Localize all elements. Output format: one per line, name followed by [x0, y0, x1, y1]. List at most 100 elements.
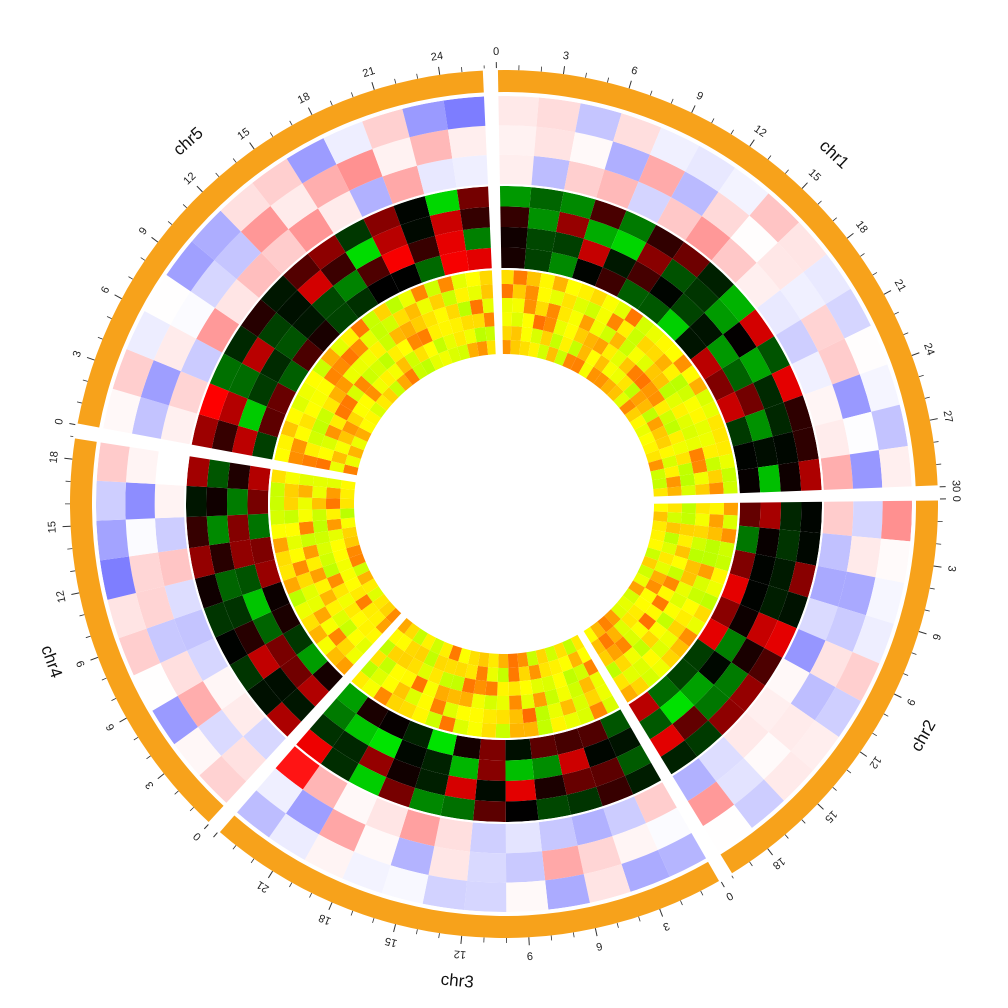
heatmap-cell [99, 556, 136, 600]
heatmap-cell [512, 284, 527, 300]
heatmap-cell [583, 738, 617, 768]
heatmap-cell [462, 227, 493, 251]
heatmap-cell [687, 548, 705, 564]
heatmap-cell [118, 628, 161, 676]
heatmap-cell [496, 709, 510, 724]
heatmap-cell [669, 591, 688, 610]
heatmap-cell [512, 298, 525, 313]
heatmap-cell [361, 367, 380, 385]
heatmap-cell [572, 296, 590, 315]
heatmap-cell [155, 450, 188, 486]
heatmap-cell [339, 327, 360, 348]
heatmap-cell [626, 327, 646, 347]
tick-label-chr4: 3 [143, 779, 156, 791]
heatmap-cell [186, 638, 229, 682]
tick-label-chr5: 6 [99, 285, 112, 296]
heatmap-cell [739, 309, 775, 348]
heatmap-cell [707, 526, 723, 542]
heatmap-cell [825, 288, 871, 339]
heatmap-cell [474, 779, 506, 802]
heatmap-cell [804, 384, 843, 427]
heatmap-cell [302, 765, 348, 809]
heatmap-cell [317, 190, 363, 234]
heatmap-cell [601, 294, 620, 313]
heatmap-cell [780, 272, 826, 320]
heatmap-cell [372, 302, 393, 322]
heatmap-cell [881, 499, 912, 542]
heatmap-cell [745, 409, 773, 442]
heatmap-cell [578, 314, 596, 332]
chromosome-gap [576, 631, 723, 883]
heatmap-cell [375, 617, 393, 635]
heatmap-cell [552, 275, 569, 293]
heatmap-cell [663, 531, 680, 545]
heatmap-cell [340, 488, 355, 500]
heatmap-cell [644, 603, 663, 622]
heatmap-cell [367, 273, 400, 305]
tick-mark [90, 656, 99, 661]
heatmap-cell [378, 656, 397, 675]
heatmap-cell [409, 129, 453, 166]
heatmap-cell [458, 648, 472, 664]
tick-mark [924, 609, 930, 612]
heatmap-cell [692, 575, 711, 593]
heatmap-cell [428, 293, 446, 311]
heatmap-cell [189, 545, 215, 579]
heatmap-cell [541, 845, 584, 881]
heatmap-cell [280, 655, 313, 689]
heatmap-cell [388, 380, 406, 398]
tick-mark [929, 587, 935, 590]
heatmap-cell [368, 727, 403, 759]
heatmap-cell [186, 454, 211, 488]
heatmap-cell [359, 348, 378, 368]
heatmap-cell [298, 484, 313, 498]
heatmap-cell [471, 693, 486, 710]
heatmap-cell [298, 412, 317, 431]
tick-label-chr5: 12 [181, 170, 198, 187]
heatmap-cell [260, 275, 298, 313]
heatmap-cell [480, 284, 495, 300]
tick-mark [140, 257, 146, 261]
tick-mark [114, 294, 122, 300]
heatmap-cell [875, 538, 911, 584]
heatmap-cell [568, 309, 585, 328]
heatmap-cell [146, 618, 187, 664]
heatmap-cell [348, 763, 387, 796]
heatmap-cell [307, 319, 341, 353]
heatmap-cell [349, 553, 366, 568]
heatmap-cell [695, 388, 715, 408]
tick-mark [607, 77, 610, 83]
heatmap-cell [442, 701, 459, 719]
heatmap-cell [197, 709, 244, 756]
heatmap-cell [657, 551, 675, 566]
tick-mark [393, 924, 397, 933]
heatmap-cell [602, 248, 637, 279]
heatmap-cell [865, 577, 905, 624]
heatmap-cell [336, 148, 383, 191]
heatmap-cell [388, 663, 407, 682]
tick-mark [638, 916, 641, 922]
heatmap-cell [331, 356, 351, 376]
heatmap-cell [749, 193, 800, 243]
tick-label-chr4: 15 [46, 521, 59, 534]
heatmap-cell [600, 378, 617, 395]
heatmap-cell [688, 376, 708, 396]
heatmap-cell [541, 675, 556, 692]
heatmap-cell [814, 687, 862, 738]
heatmap-cell [342, 851, 391, 894]
heatmap-cell [842, 411, 879, 455]
heatmap-cell [288, 588, 307, 608]
heatmap-cell [359, 659, 379, 679]
heatmap-cell [341, 526, 358, 539]
heatmap-cell [499, 247, 526, 269]
heatmap-cell [603, 796, 647, 837]
tick-mark [289, 882, 293, 888]
heatmap-cell [526, 271, 542, 287]
heatmap-cell [577, 836, 622, 875]
heatmap-cell [775, 529, 801, 562]
tick-mark [594, 928, 598, 937]
tick-label-chr1: 18 [853, 219, 870, 236]
heatmap-cell [618, 210, 657, 243]
heatmap-cell [674, 609, 694, 628]
tick-mark [872, 732, 878, 737]
